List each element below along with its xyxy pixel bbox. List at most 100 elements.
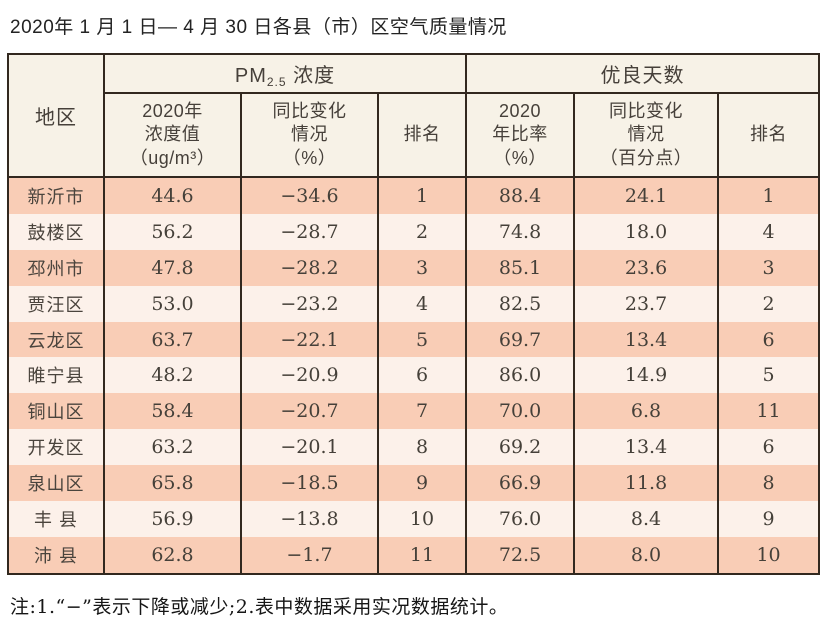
region-cell: 开发区 xyxy=(7,429,105,466)
table-row: 沛 县 62.8 −1.7 11 72.5 8.0 10 xyxy=(7,536,821,574)
pm25-value-cell: 44.6 xyxy=(103,177,242,214)
region-cell: 睢宁县 xyxy=(7,357,105,394)
pm25-change-cell: −1.7 xyxy=(240,536,379,574)
pm25-rank-cell: 2 xyxy=(376,213,468,250)
table-row: 泉山区 65.8 −18.5 9 66.9 11.8 8 xyxy=(7,465,821,502)
pm25-rank-cell: 5 xyxy=(376,321,468,358)
good-rank-cell: 4 xyxy=(717,213,821,250)
table-row: 贾汪区 53.0 −23.2 4 82.5 23.7 2 xyxy=(7,285,821,322)
region-cell: 丰 县 xyxy=(7,501,105,537)
pm25-rank-cell: 1 xyxy=(376,177,468,214)
good-change-cell: 23.7 xyxy=(573,285,720,322)
good-rate-cell: 72.5 xyxy=(465,536,576,574)
table-row: 鼓楼区 56.2 −28.7 2 74.8 18.0 4 xyxy=(7,213,821,250)
good-change-cell: 24.1 xyxy=(573,177,720,214)
region-cell: 贾汪区 xyxy=(7,285,105,322)
table-row: 云龙区 63.7 −22.1 5 69.7 13.4 6 xyxy=(7,321,821,358)
pm25-change-cell: −20.7 xyxy=(240,393,379,430)
good-change-cell: 14.9 xyxy=(573,357,720,394)
pm25-change-cell: −13.8 xyxy=(240,501,379,537)
good-rate-cell: 86.0 xyxy=(465,357,576,394)
good-change-cell: 13.4 xyxy=(573,429,720,466)
footnote: 注:1.“−”表示下降或减少;2.表中数据采用实况数据统计。 xyxy=(10,595,509,618)
pm25-rank-cell: 7 xyxy=(376,393,468,430)
good-change-cell: 8.4 xyxy=(573,501,720,537)
pm25-label-main: PM xyxy=(234,64,267,87)
pm25-value-cell: 48.2 xyxy=(103,357,242,394)
good-rank-cell: 6 xyxy=(717,429,821,466)
region-cell: 铜山区 xyxy=(7,393,105,430)
header-good-rate: 2020 年比率 （%） xyxy=(465,92,576,178)
good-change-cell: 18.0 xyxy=(573,213,720,250)
pm25-change-cell: −34.6 xyxy=(240,177,379,214)
pm25-value-cell: 47.8 xyxy=(103,249,242,286)
header-sub-row: 2020年 浓度值 （ug/m³） 同比变化 情况 （%） 排名 2020 年比… xyxy=(8,92,821,178)
region-cell: 鼓楼区 xyxy=(7,213,105,250)
pm25-value-cell: 56.2 xyxy=(103,213,242,250)
good-change-cell: 13.4 xyxy=(573,321,720,358)
good-rate-cell: 85.1 xyxy=(465,249,576,286)
pm25-change-cell: −20.1 xyxy=(240,429,379,466)
pm25-value-cell: 63.2 xyxy=(103,429,242,466)
good-change-cell: 8.0 xyxy=(573,536,720,574)
good-rank-cell: 5 xyxy=(717,357,821,394)
pm25-rank-cell: 3 xyxy=(376,249,468,286)
table-row: 睢宁县 48.2 −20.9 6 86.0 14.9 5 xyxy=(7,357,821,394)
header-good-rank: 排名 xyxy=(717,92,821,178)
header-region: 地区 xyxy=(7,53,105,178)
pm25-change-cell: −22.1 xyxy=(240,321,379,358)
pm25-value-cell: 58.4 xyxy=(103,393,242,430)
region-cell: 泉山区 xyxy=(7,465,105,502)
table-row: 丰 县 56.9 −13.8 10 76.0 8.4 9 xyxy=(7,501,821,537)
region-cell: 新沂市 xyxy=(7,177,105,214)
pm25-label-rest: 浓度 xyxy=(286,64,336,87)
table-body: 新沂市 44.6 −34.6 1 88.4 24.1 1 鼓楼区 56.2 −28.7 2 74.8 1… xyxy=(7,177,821,574)
good-rate-cell: 76.0 xyxy=(465,501,576,537)
good-rank-cell: 8 xyxy=(717,465,821,502)
good-rate-cell: 70.0 xyxy=(465,393,576,430)
good-rate-cell: 74.8 xyxy=(465,213,576,250)
pm25-change-cell: −28.2 xyxy=(240,249,379,286)
good-rate-cell: 69.2 xyxy=(465,429,576,466)
pm25-value-cell: 63.7 xyxy=(103,321,242,358)
good-rate-cell: 88.4 xyxy=(465,177,576,214)
pm25-rank-cell: 11 xyxy=(376,536,468,574)
header-pm25-change: 同比变化 情况 （%） xyxy=(240,92,379,178)
pm25-rank-cell: 4 xyxy=(376,285,468,322)
header-good-days-group: 优良天数 xyxy=(465,53,821,94)
header-group-row: 地区 PM2.5 浓度 优良天数 xyxy=(7,53,821,178)
pm25-value-cell: 53.0 xyxy=(103,285,242,322)
pm25-value-cell: 65.8 xyxy=(103,465,242,502)
pm25-change-cell: −23.2 xyxy=(240,285,379,322)
good-rank-cell: 1 xyxy=(717,177,821,214)
table-row: 邳州市 47.8 −28.2 3 85.1 23.6 3 xyxy=(7,249,821,286)
pm25-rank-cell: 8 xyxy=(376,429,468,466)
good-change-cell: 23.6 xyxy=(573,249,720,286)
table-header: 地区 PM2.5 浓度 优良天数 2020年 浓度值 （ug/m³） 同比变化 … xyxy=(7,53,821,178)
good-rate-cell: 69.7 xyxy=(465,321,576,358)
good-rank-cell: 6 xyxy=(717,321,821,358)
good-change-cell: 11.8 xyxy=(573,465,720,502)
good-rate-cell: 66.9 xyxy=(465,465,576,502)
header-pm25-group: PM2.5 浓度 xyxy=(102,53,468,94)
table-row: 铜山区 58.4 −20.7 7 70.0 6.8 11 xyxy=(7,393,821,430)
table-row: 开发区 63.2 −20.1 8 69.2 13.4 6 xyxy=(7,429,821,466)
pm25-rank-cell: 10 xyxy=(376,501,468,537)
pm25-rank-cell: 9 xyxy=(376,465,468,502)
air-quality-table: 地区 PM2.5 浓度 优良天数 2020年 浓度值 （ug/m³） 同比变化 … xyxy=(7,53,821,575)
good-rate-cell: 82.5 xyxy=(465,285,576,322)
table-row: 新沂市 44.6 −34.6 1 88.4 24.1 1 xyxy=(7,177,821,214)
pm25-label-subscript: 2.5 xyxy=(266,74,287,89)
header-pm25-value: 2020年 浓度值 （ug/m³） xyxy=(103,92,242,178)
good-rank-cell: 3 xyxy=(717,249,821,286)
good-change-cell: 6.8 xyxy=(573,393,720,430)
region-cell: 沛 县 xyxy=(7,536,105,574)
header-pm25-rank: 排名 xyxy=(376,92,468,178)
page-title: 2020年 1 月 1 日— 4 月 30 日各县（市）区空气质量情况 xyxy=(10,17,507,38)
header-good-change: 同比变化 情况 （百分点） xyxy=(573,92,720,178)
good-rank-cell: 2 xyxy=(717,285,821,322)
good-rank-cell: 9 xyxy=(717,501,821,537)
pm25-change-cell: −28.7 xyxy=(240,213,379,250)
pm25-change-cell: −18.5 xyxy=(240,465,379,502)
